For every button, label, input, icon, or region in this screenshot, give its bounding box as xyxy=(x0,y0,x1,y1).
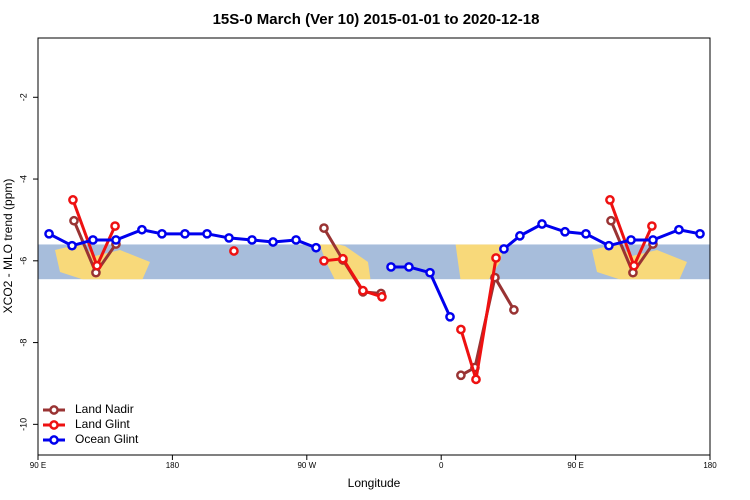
point xyxy=(358,285,368,296)
legend-label: Ocean Glint xyxy=(75,432,139,446)
point xyxy=(319,255,329,266)
point xyxy=(537,219,547,229)
point xyxy=(581,228,591,239)
point xyxy=(456,370,466,381)
point xyxy=(509,305,519,315)
y-tick-label: -8 xyxy=(18,339,28,347)
point xyxy=(445,311,455,322)
y-tick-label: -6 xyxy=(18,257,28,265)
point xyxy=(647,221,657,231)
point xyxy=(68,195,78,205)
y-tick-label: -4 xyxy=(18,175,28,183)
plot-frame xyxy=(37,37,711,456)
chart-title: 15S-0 March (Ver 10) 2015-01-01 to 2020-… xyxy=(213,11,540,28)
point xyxy=(499,244,509,254)
point xyxy=(377,291,387,302)
point xyxy=(319,223,329,233)
x-tick-label: 90 E xyxy=(30,461,46,470)
y-axis-title: XCO2 - MLO trend (ppm) xyxy=(1,179,15,314)
point xyxy=(606,215,616,226)
point xyxy=(386,262,396,272)
point xyxy=(111,235,121,245)
point xyxy=(471,374,481,385)
y-tick-label: -10 xyxy=(18,418,28,431)
point xyxy=(604,240,614,251)
point xyxy=(674,224,684,235)
point xyxy=(157,228,167,239)
point xyxy=(137,224,147,235)
point xyxy=(338,253,348,264)
point xyxy=(180,228,190,239)
point xyxy=(695,228,705,239)
x-tick-label: 0 xyxy=(439,461,444,470)
point xyxy=(626,235,636,245)
legend-marker xyxy=(49,405,59,415)
legend-marker xyxy=(49,435,59,445)
point xyxy=(92,260,102,271)
x-tick-label: 90 E xyxy=(567,461,583,470)
point xyxy=(629,260,639,271)
point xyxy=(560,226,570,237)
point xyxy=(247,235,257,245)
series-line xyxy=(323,257,383,299)
point xyxy=(491,253,501,263)
point xyxy=(224,233,234,243)
land xyxy=(455,244,504,280)
point xyxy=(67,240,77,251)
point xyxy=(229,246,239,256)
point xyxy=(648,235,658,245)
point xyxy=(88,235,98,245)
legend-label: Land Glint xyxy=(75,417,130,431)
point xyxy=(311,242,321,253)
point xyxy=(515,231,525,241)
point xyxy=(110,221,120,231)
point xyxy=(404,262,414,272)
point xyxy=(425,267,435,278)
legend-label: Land Nadir xyxy=(75,402,134,416)
point xyxy=(202,228,212,239)
x-tick-label: 180 xyxy=(703,461,717,470)
point xyxy=(44,228,54,239)
x-tick-label: 180 xyxy=(166,461,180,470)
point xyxy=(605,195,615,205)
y-tick-label: -2 xyxy=(18,93,28,101)
legend-marker xyxy=(49,420,59,430)
series-line xyxy=(502,222,701,251)
point xyxy=(268,237,278,247)
x-tick-label: 90 W xyxy=(297,461,316,470)
point xyxy=(291,235,301,245)
point xyxy=(69,215,79,226)
series-line xyxy=(391,265,452,318)
point xyxy=(456,324,466,335)
x-axis-title: Longitude xyxy=(348,476,401,490)
